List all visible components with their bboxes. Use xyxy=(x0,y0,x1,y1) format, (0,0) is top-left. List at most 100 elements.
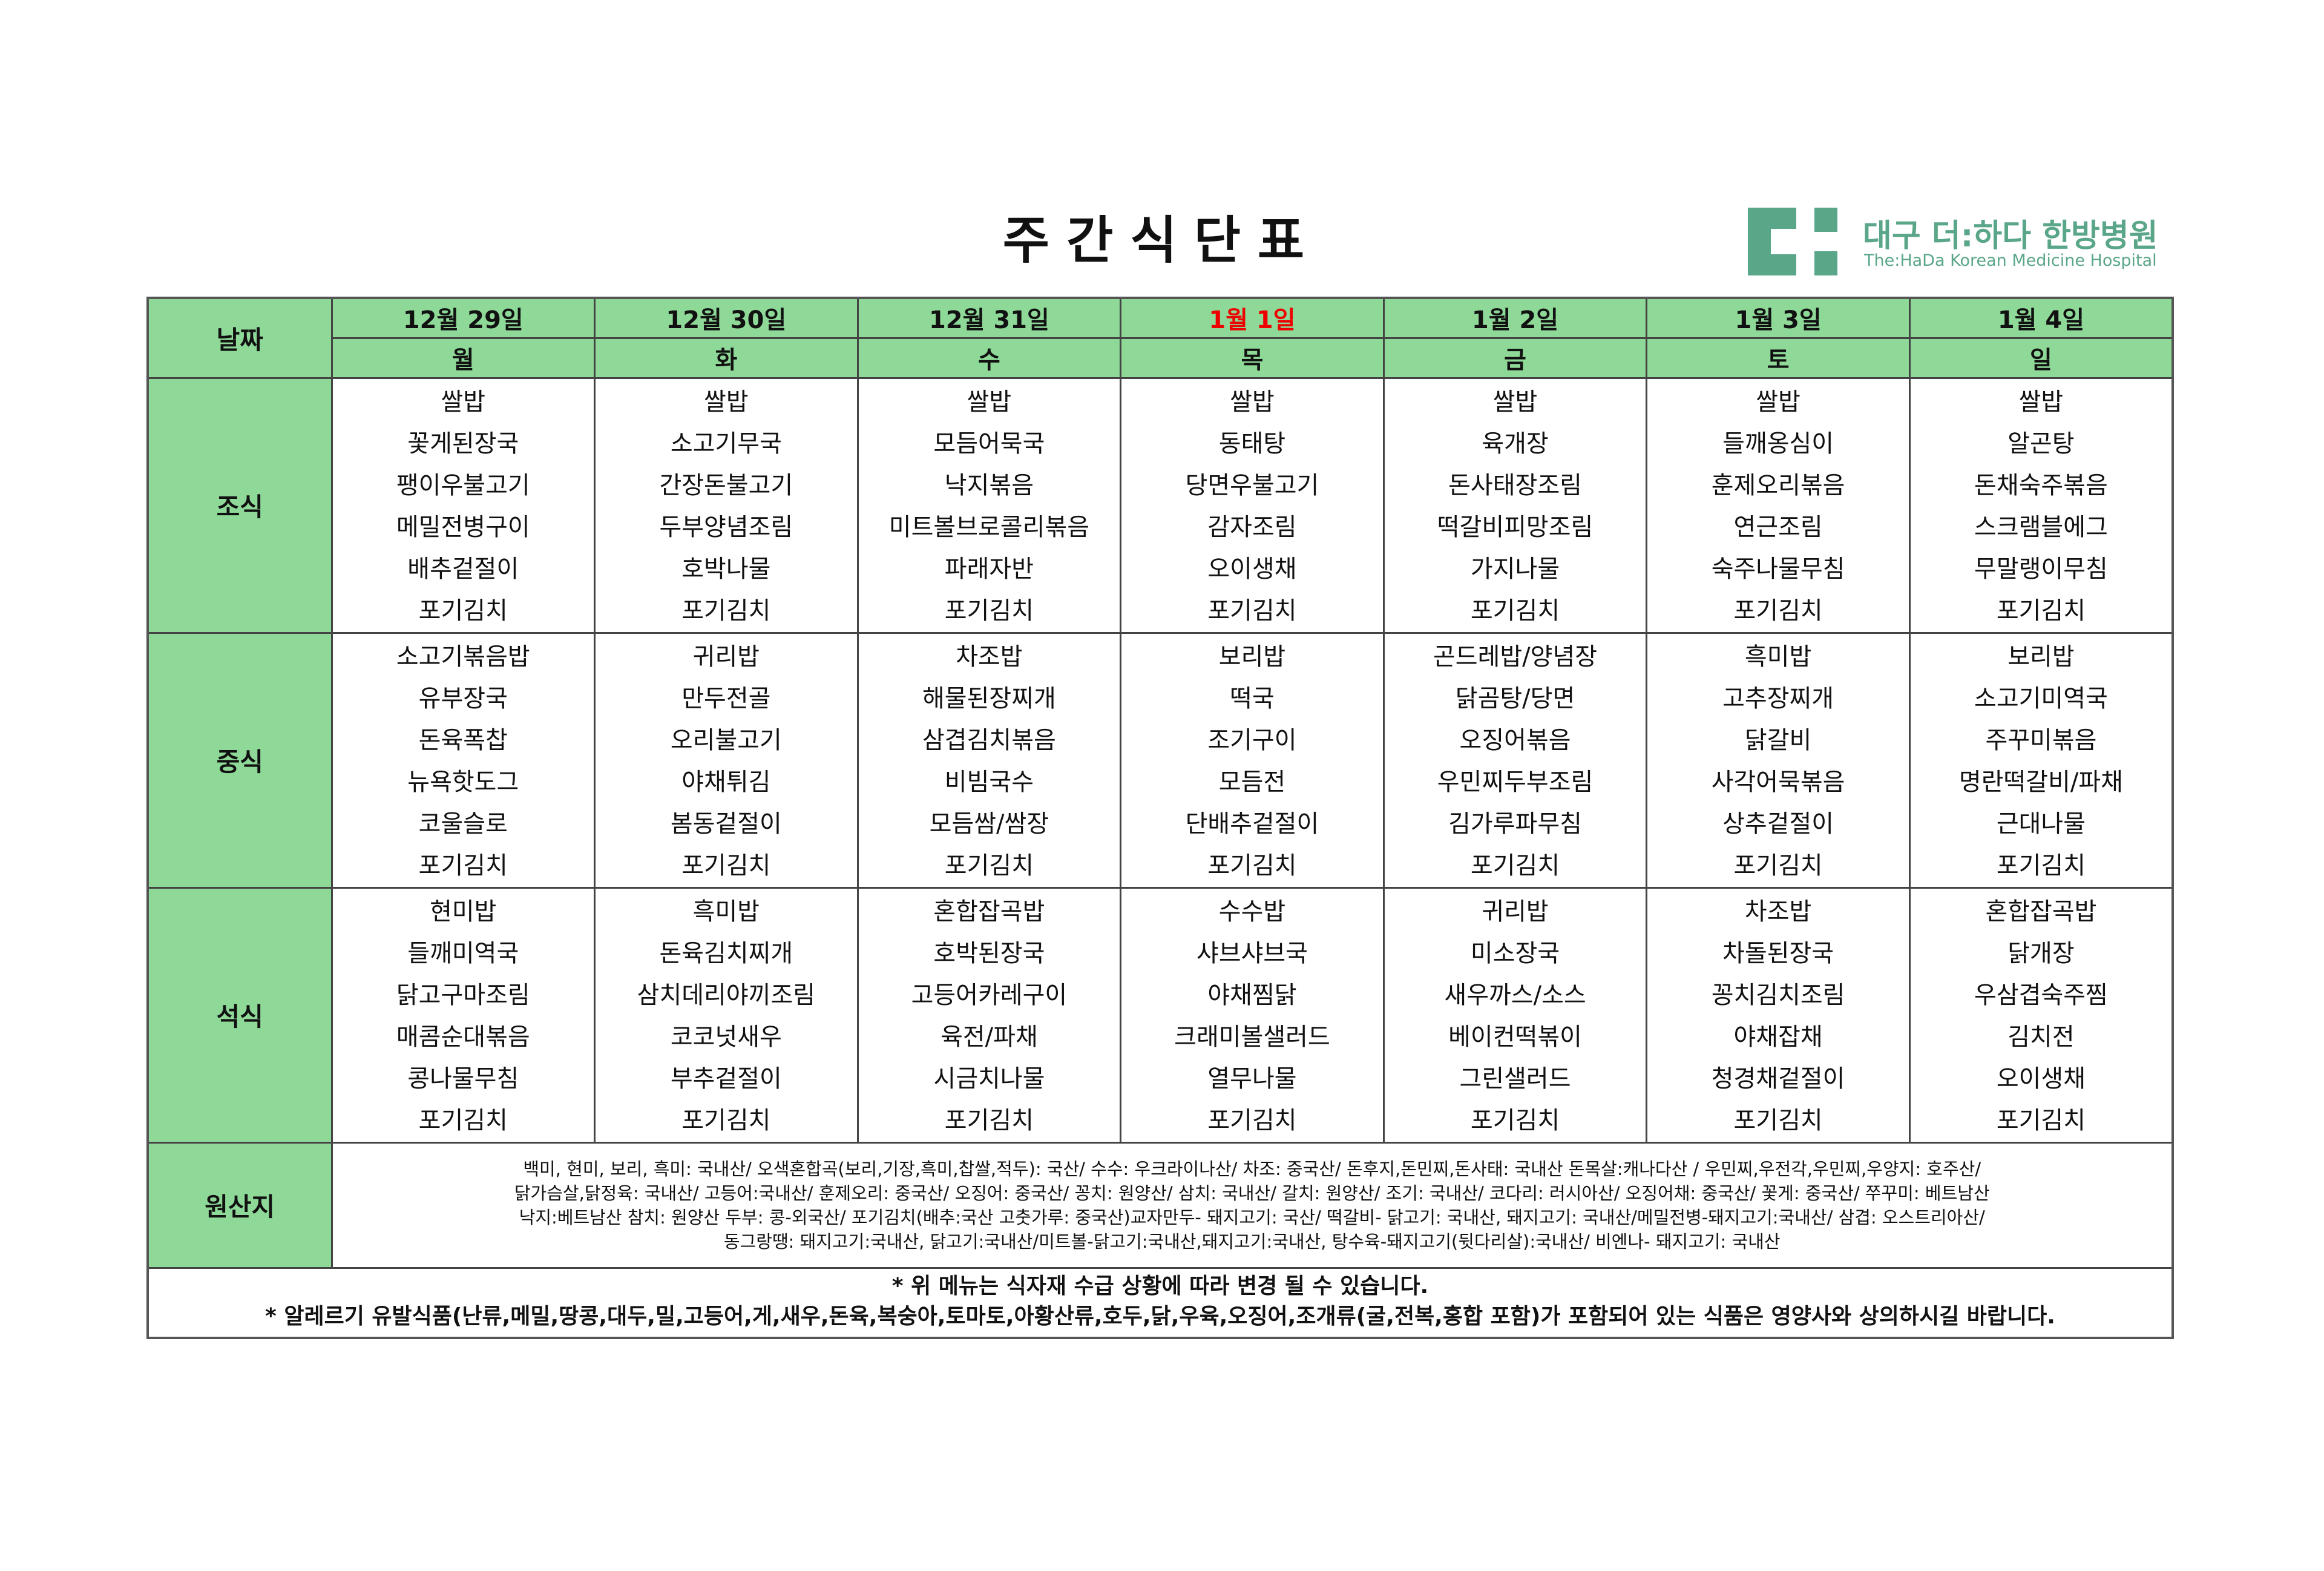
meal-row: 석식 현미밥 들깨미역국 닭고구마조림 매콤순대볶음 콩나물무침 포기김치 흑미밥 돈육김치찌개… xyxy=(146,886,2174,1144)
menu-cell: 흑미밥 돈육김치찌개 삼치데리야끼조림 코코넛새우 부추겉절이 포기김치 xyxy=(594,886,859,1144)
menu-item: 포기김치 xyxy=(1207,851,1297,880)
menu-item: 숙주나물무침 xyxy=(1711,555,1845,583)
menu-item: 돈육김치찌개 xyxy=(659,939,793,967)
menu-cell: 흑미밥 고추장찌개 닭갈비 사각어묵볶음 상추겉절이 포기김치 xyxy=(1646,631,1911,889)
date-cell: 1월 2일 xyxy=(1382,297,1648,339)
menu-item: 포기김치 xyxy=(944,596,1034,625)
date-cell: 12월 30일 xyxy=(594,297,859,339)
menu-cell: 소고기볶음밥 유부장국 돈육폭찹 뉴욕핫도그 코울슬로 포기김치 xyxy=(330,631,596,889)
menu-item: 감자조림 xyxy=(1207,513,1297,541)
date-label: 날짜 xyxy=(146,297,333,379)
menu-item: 수수밥 xyxy=(1218,897,1286,926)
menu-item: 돈사태장조림 xyxy=(1448,471,1582,499)
menu-item: 오징어볶음 xyxy=(1459,726,1571,754)
hospital-logo: 대구 더:하다 한방병원 The:HaDa Korean Medicine Ho… xyxy=(1748,208,2165,277)
menu-item: 가지나물 xyxy=(1470,555,1560,583)
menu-item: 명란떡갈비/파채 xyxy=(1958,768,2123,796)
menu-cell: 쌀밥 소고기무국 간장돈불고기 두부양념조림 호박나물 포기김치 xyxy=(594,377,859,634)
menu-item: 베이컨떡볶이 xyxy=(1448,1023,1582,1051)
menu-item: 삼치데리야끼조림 xyxy=(637,981,816,1009)
menu-item: 닭고구마조림 xyxy=(396,981,530,1009)
menu-item: 콩나물무침 xyxy=(407,1064,519,1093)
menu-item: 흑미밥 xyxy=(692,897,760,926)
menu-item: 호박나물 xyxy=(681,555,771,583)
menu-item: 들깨미역국 xyxy=(407,939,519,967)
menu-item: 곤드레밥/양념장 xyxy=(1433,642,1598,671)
menu-item: 새우까스/소스 xyxy=(1444,981,1586,1009)
menu-item: 쌀밥 xyxy=(1492,387,1538,416)
menu-item: 코울슬로 xyxy=(418,809,508,838)
menu-item: 미트볼브로콜리볶음 xyxy=(888,513,1089,541)
menu-cell: 쌀밥 알곤탕 돈채숙주볶음 스크램블에그 무말랭이무침 포기김치 xyxy=(1908,377,2174,634)
menu-item: 들깨옹심이 xyxy=(1722,429,1834,458)
menu-item: 낙지볶음 xyxy=(944,471,1034,499)
menu-cell: 귀리밥 만두전골 오리불고기 야채튀김 봄동겉절이 포기김치 xyxy=(594,631,859,889)
menu-item: 오이생채 xyxy=(1996,1064,2086,1093)
menu-item: 그린샐러드 xyxy=(1459,1064,1571,1093)
menu-item: 미소장국 xyxy=(1470,939,1560,967)
menu-item: 포기김치 xyxy=(418,851,508,880)
menu-item: 상추겉절이 xyxy=(1722,809,1834,838)
menu-item: 코코넛새우 xyxy=(670,1023,782,1051)
menu-cell: 쌀밥 동태탕 당면우불고기 감자조림 오이생채 포기김치 xyxy=(1120,377,1385,634)
menu-cell: 보리밥 떡국 조기구이 모듬전 단배추겉절이 포기김치 xyxy=(1120,631,1385,889)
menu-cell: 차조밥 해물된장찌개 삼겹김치볶음 비빔국수 모듬쌈/쌈장 포기김치 xyxy=(856,631,1122,889)
origin-line: 백미, 현미, 보리, 흑미: 국내산/ 오색혼합곡(보리,기장,흑미,찹쌀,적… xyxy=(523,1158,1981,1179)
menu-item: 닭갈비 xyxy=(1744,726,1812,754)
menu-item: 포기김치 xyxy=(1996,596,2086,625)
menu-item: 꽃게된장국 xyxy=(407,429,519,458)
meal-row: 조식 쌀밥 꽃게된장국 팽이우불고기 메밀전병구이 배추겉절이 포기김치 쌀밥 소고기무국 간장돈… xyxy=(146,377,2174,634)
menu-item: 오이생채 xyxy=(1207,555,1297,583)
menu-item: 현미밥 xyxy=(430,897,497,926)
menu-item: 포기김치 xyxy=(1207,596,1297,625)
menu-item: 포기김치 xyxy=(1470,851,1560,880)
menu-item: 만두전골 xyxy=(681,684,771,713)
menu-cell: 쌀밥 들깨옹심이 훈제오리볶음 연근조림 숙주나물무침 포기김치 xyxy=(1646,377,1911,634)
menu-item: 오리불고기 xyxy=(670,726,782,754)
menu-item: 돈육폭찹 xyxy=(418,726,508,754)
menu-item: 호박된장국 xyxy=(933,939,1045,967)
menu-item: 파래자반 xyxy=(944,555,1034,583)
menu-item: 보리밥 xyxy=(2007,642,2075,671)
menu-item: 김가루파무침 xyxy=(1448,809,1582,838)
menu-item: 조기구이 xyxy=(1207,726,1297,754)
menu-item: 육전/파채 xyxy=(940,1023,1038,1051)
menu-item: 야채튀김 xyxy=(681,768,771,796)
menu-item: 포기김치 xyxy=(681,851,771,880)
weekday-cell: 일 xyxy=(1908,337,2174,379)
menu-item: 차조밥 xyxy=(956,642,1023,671)
menu-item: 포기김치 xyxy=(418,596,508,625)
origin-line: 닭가슴살,닭정육: 국내산/ 고등어:국내산/ 훈제오리: 중국산/ 오징어: … xyxy=(514,1182,1990,1204)
weekly-menu-table: 날짜 12월 29일 12월 30일 12월 31일 1월 1일 1월 2일 1월 3일 1… xyxy=(146,297,2174,1339)
note-line: * 알레르기 유발식품(난류,메밀,땅콩,대두,밀,고등어,게,새우,돈육,복숭… xyxy=(265,1303,2055,1329)
logo-korean-name: 대구 더:하다 한방병원 xyxy=(1863,218,2158,254)
menu-item: 떡국 xyxy=(1230,684,1275,713)
menu-item: 팽이우불고기 xyxy=(396,471,530,499)
menu-item: 육개장 xyxy=(1482,429,1549,458)
menu-cell: 현미밥 들깨미역국 닭고구마조림 매콤순대볶음 콩나물무침 포기김치 xyxy=(330,886,596,1144)
menu-item: 닭개장 xyxy=(2007,939,2075,967)
menu-item: 샤브샤브국 xyxy=(1196,939,1308,967)
menu-item: 뉴욕핫도그 xyxy=(407,768,519,796)
menu-item: 쌀밥 xyxy=(2018,387,2064,416)
meal-label: 석식 xyxy=(146,886,333,1144)
menu-item: 쌀밥 xyxy=(967,387,1012,416)
origin-text: 백미, 현미, 보리, 흑미: 국내산/ 오색혼합곡(보리,기장,흑미,찹쌀,적… xyxy=(330,1141,2174,1269)
menu-item: 단배추겉절이 xyxy=(1185,809,1319,838)
menu-item: 부추겉절이 xyxy=(670,1064,782,1093)
weekday-cell: 화 xyxy=(594,337,859,379)
menu-item: 매콤순대볶음 xyxy=(396,1023,530,1051)
date-cell: 12월 29일 xyxy=(330,297,596,339)
menu-item: 우삼겹숙주찜 xyxy=(1974,981,2108,1009)
menu-item: 포기김치 xyxy=(1733,596,1823,625)
date-cell: 1월 3일 xyxy=(1646,297,1911,339)
menu-item: 시금치나물 xyxy=(933,1064,1045,1093)
menu-item: 귀리밥 xyxy=(692,642,760,671)
menu-item: 당면우불고기 xyxy=(1185,471,1319,499)
menu-item: 야채잡채 xyxy=(1733,1023,1823,1051)
menu-item: 알곤탕 xyxy=(2007,429,2075,458)
menu-item: 유부장국 xyxy=(418,684,508,713)
menu-cell: 차조밥 차돌된장국 꽁치김치조림 야채잡채 청경채겉절이 포기김치 xyxy=(1646,886,1911,1144)
meal-label: 중식 xyxy=(146,631,333,889)
weekday-cell: 토 xyxy=(1646,337,1911,379)
